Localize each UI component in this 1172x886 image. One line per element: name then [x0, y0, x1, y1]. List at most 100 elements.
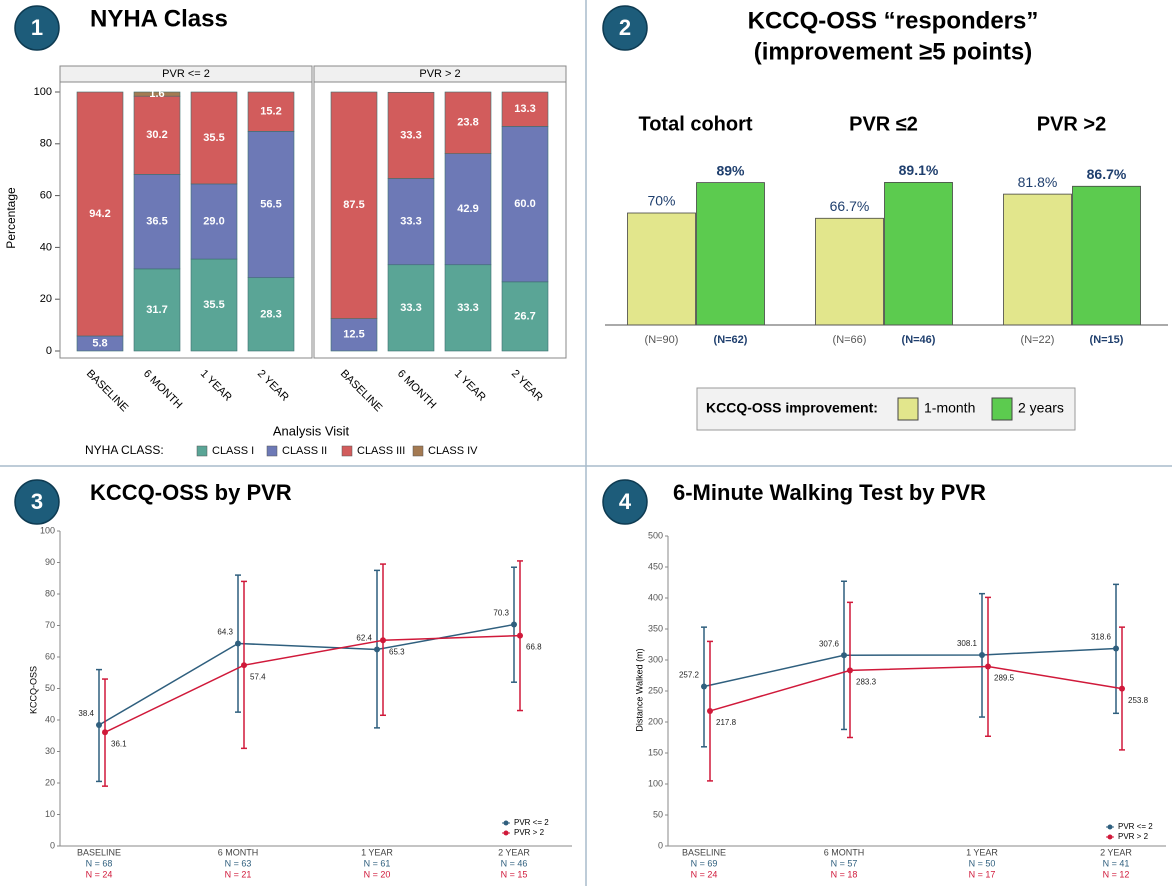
value-label: 26.7 [514, 310, 535, 322]
y-tick-label: 300 [648, 654, 663, 664]
point [102, 729, 108, 736]
legend-marker [1107, 824, 1113, 830]
n-label: N = 12 [1103, 869, 1130, 879]
point [707, 707, 713, 714]
y-tick-label: 500 [648, 530, 663, 540]
value-label: 33.3 [400, 216, 421, 228]
point [511, 621, 517, 628]
y-tick-label: 250 [648, 685, 663, 695]
bar [696, 182, 765, 326]
bar [627, 212, 696, 326]
bar-segment [247, 277, 295, 352]
x-tick-label: BASELINE [682, 847, 726, 857]
chart-title: KCCQ-OSS by PVR [90, 480, 292, 505]
badge [602, 479, 648, 525]
bar-segment [387, 91, 435, 179]
bar-segment [330, 91, 378, 319]
value-label: 33.3 [457, 302, 478, 314]
value-label: 33.3 [400, 302, 421, 314]
bar [1072, 185, 1141, 326]
badge [14, 5, 60, 51]
bar-segment [387, 178, 435, 266]
legend-swatch [897, 397, 919, 421]
value-label: 1.6 [149, 88, 164, 100]
badge-number: 4 [619, 489, 632, 514]
bar-segment [133, 95, 181, 175]
bar [884, 182, 953, 326]
x-tick-label: 1 YEAR [452, 368, 488, 404]
legend-label: PVR > 2 [514, 828, 545, 837]
x-tick-label: 1 YEAR [198, 368, 234, 404]
chart-title: NYHA Class [90, 5, 228, 32]
x-tick-label: 2 YEAR [255, 368, 291, 404]
n-label: N = 15 [501, 869, 528, 879]
n-label: N = 50 [969, 858, 996, 868]
badge-number: 3 [31, 489, 43, 514]
bar-segment [133, 268, 181, 352]
legend-label: PVR <= 2 [1118, 822, 1153, 831]
line [98, 623, 515, 726]
y-axis-label: Percentage [4, 187, 18, 249]
y-tick-label: 200 [648, 716, 663, 726]
point [380, 637, 386, 644]
y-tick-label: 20 [40, 293, 52, 305]
value-label: 318.6 [1091, 633, 1112, 642]
bar-segment [444, 153, 492, 266]
legend-label: CLASS III [357, 445, 405, 457]
x-tick-label: 6 MONTH [395, 368, 439, 412]
value-label: 42.9 [457, 203, 478, 215]
value-label: 307.6 [819, 639, 840, 648]
group-label: Total cohort [638, 113, 752, 135]
legend-swatch [991, 397, 1013, 421]
legend-title: KCCQ-OSS improvement: [706, 400, 878, 416]
y-tick-label: 50 [653, 809, 663, 819]
legend-label: CLASS I [212, 445, 254, 457]
point [841, 652, 847, 659]
y-tick-label: 40 [40, 241, 52, 253]
value-label: 283.3 [856, 677, 877, 686]
value-label: 81.8% [1018, 174, 1058, 190]
point [701, 683, 707, 690]
legend-label: 2 years [1018, 400, 1064, 416]
y-tick-label: 100 [34, 86, 52, 98]
value-label: 253.8 [1128, 696, 1149, 705]
legend-label: CLASS IV [428, 445, 478, 457]
n-label: N = 68 [86, 858, 113, 868]
y-tick-label: 70 [45, 620, 55, 630]
value-label: 5.8 [92, 337, 107, 349]
value-label: 57.4 [250, 672, 266, 681]
legend-label: PVR <= 2 [514, 818, 549, 827]
legend-marker [503, 820, 509, 826]
line [709, 665, 1123, 712]
bar-segment [190, 91, 238, 185]
n-label: N = 41 [1103, 858, 1130, 868]
badge-number: 1 [31, 15, 43, 40]
value-label: 65.3 [389, 647, 405, 656]
badge [14, 479, 60, 525]
legend-label: 1-month [924, 400, 975, 416]
n-label: (N=15) [1090, 334, 1124, 346]
point [847, 667, 853, 674]
value-label: 29.0 [203, 215, 224, 227]
x-tick-label: 6 MONTH [218, 847, 259, 857]
bar-segment [190, 258, 238, 352]
bar-segment [133, 91, 181, 97]
y-tick-label: 350 [648, 623, 663, 633]
legend-label: PVR > 2 [1118, 832, 1149, 841]
value-label: 87.5 [343, 199, 364, 211]
y-tick-label: 450 [648, 561, 663, 571]
y-tick-label: 90 [45, 557, 55, 567]
facet-header [59, 65, 313, 83]
value-label: 56.5 [260, 198, 281, 210]
x-tick-label: 2 YEAR [1100, 847, 1132, 857]
badge [602, 5, 648, 51]
bar-segment [330, 318, 378, 352]
bar-segment [501, 91, 549, 127]
y-tick-label: 10 [45, 809, 55, 819]
value-label: 35.5 [203, 132, 224, 144]
x-tick-label: 1 YEAR [361, 847, 393, 857]
value-label: 60.0 [514, 198, 535, 210]
value-label: 15.2 [260, 106, 281, 118]
value-label: 35.5 [203, 299, 224, 311]
point [985, 663, 991, 670]
